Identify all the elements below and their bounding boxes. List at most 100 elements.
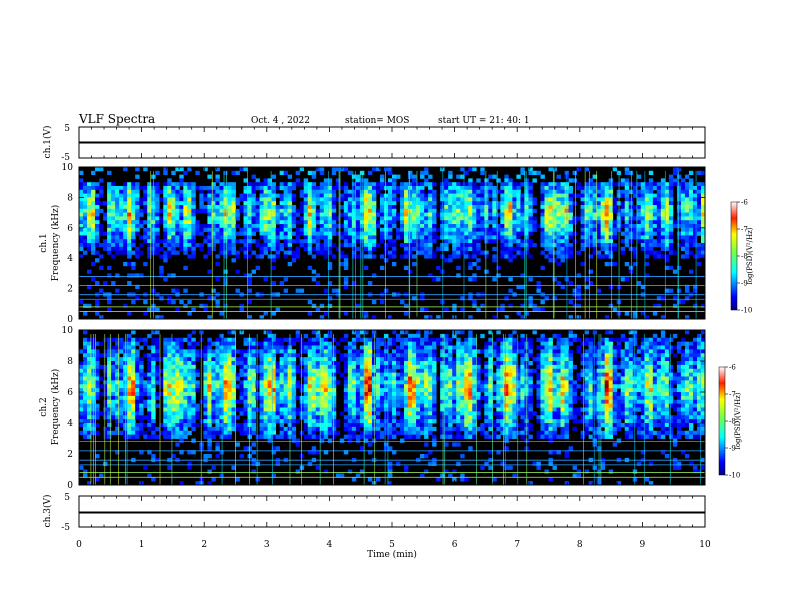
spectrogram-cell (295, 170, 301, 175)
spectrogram-cell (307, 426, 313, 432)
spectrogram-cell (311, 193, 317, 198)
spectrogram-cell (151, 403, 156, 408)
spectrogram-cell (664, 243, 670, 248)
spectrogram-cell (652, 201, 658, 206)
spectrogram-cell (680, 239, 686, 244)
spectrogram-cell (315, 235, 321, 240)
spectrogram-cell (219, 186, 224, 191)
spectrogram-cell (596, 254, 602, 259)
spectrogram-cell (279, 388, 285, 393)
ch1-voltage-ylabel: ch.1(V) (42, 126, 53, 159)
spectrogram-cell (279, 231, 285, 236)
spectrogram-cell (103, 426, 108, 432)
spectrogram-cell (211, 288, 216, 293)
spectrogram-cell (83, 353, 88, 358)
spectrogram-cell (343, 197, 349, 202)
spectrogram-cell (528, 170, 533, 175)
spectrogram-cell (608, 220, 614, 225)
spectrogram-cell (103, 384, 108, 389)
ch1-ytick-bottom: -5 (61, 153, 70, 163)
spectrogram-cell (167, 349, 172, 354)
spectrogram-cell (215, 399, 220, 405)
spectrogram-cell (371, 216, 377, 221)
spectrogram-cell (688, 170, 694, 175)
spectrogram-cell (199, 477, 204, 482)
spectrogram-cell (131, 189, 136, 194)
spectrogram-cell (448, 239, 453, 244)
spectrogram-cell (235, 442, 240, 447)
spectrogram-cell (371, 227, 377, 232)
spectrogram-cell (339, 205, 345, 210)
spectrogram-cell (147, 220, 152, 225)
spectrogram-cell (191, 372, 196, 377)
spectrogram-cell (504, 296, 509, 301)
spectrogram-cell (111, 189, 116, 194)
spectrogram-cell (456, 186, 461, 191)
spectrogram-cell (275, 419, 281, 424)
spectrogram-cell (219, 430, 224, 436)
spectrogram-cell (624, 239, 630, 244)
spectrogram-cell (263, 193, 268, 198)
spectrogram-cell (131, 364, 136, 370)
spectrogram-cell (207, 189, 212, 194)
spectrogram-cell (548, 208, 553, 213)
spectrogram-cell (424, 167, 429, 172)
spectrogram-cell (351, 254, 357, 259)
spectrogram-cell (215, 442, 220, 447)
spectrogram-cell (448, 186, 453, 191)
spectrogram-cell (87, 345, 92, 350)
spectrogram-cell (508, 220, 513, 225)
spectrogram-cell (576, 250, 581, 255)
spectrogram-cell (624, 186, 630, 191)
spectrogram-cell (187, 216, 192, 221)
spectrogram-cell (127, 182, 132, 187)
spectrogram-cell (115, 361, 120, 366)
spectrogram-cell (175, 337, 180, 343)
spectrogram-cell (596, 208, 602, 213)
spectrogram-cell (404, 220, 409, 225)
spectrogram-cell (215, 361, 220, 366)
spectrogram-cell (251, 201, 256, 206)
spectrogram-cell (528, 224, 533, 229)
spectrogram-cell (227, 395, 232, 401)
spectrogram-cell (263, 337, 268, 343)
spectrogram-cell (319, 205, 325, 210)
spectrogram-cell (215, 403, 220, 408)
spectrogram-cell (339, 473, 345, 478)
spectrogram-cell (468, 208, 473, 213)
spectrogram-cell (620, 216, 626, 221)
spectrogram-cell (588, 281, 594, 286)
spectrogram-cell (91, 205, 96, 210)
spectrogram-cell (367, 205, 373, 210)
spectrogram-cell (323, 197, 329, 202)
spectrogram-cell (215, 395, 220, 401)
spectrogram-cell (231, 220, 236, 225)
spectrogram-cell (672, 170, 678, 175)
spectrogram-cell (259, 212, 264, 217)
spectrogram-cell (131, 434, 136, 439)
spectrogram-cell (383, 258, 389, 263)
spectrogram-cell (199, 399, 204, 405)
spectrogram-cell (311, 407, 317, 412)
spectrogram-cell (195, 220, 200, 225)
spectrogram-cell (195, 349, 200, 354)
spectrogram-cell (95, 407, 100, 412)
spectrogram-cell (171, 212, 176, 217)
spectrogram-cell (219, 376, 224, 381)
spectrogram-cell (251, 392, 256, 397)
spectrogram-cell (363, 224, 369, 229)
spectrogram-cell (155, 224, 160, 229)
spectrogram-cell (624, 227, 630, 232)
spectrogram-cell (392, 208, 397, 213)
spectrogram-cell (239, 380, 244, 385)
spectrogram-cell (664, 186, 670, 191)
spectrogram-cell (223, 423, 228, 428)
spectrogram-cell (448, 189, 453, 194)
spectrogram-cell (552, 235, 557, 240)
spectrogram-cell (692, 254, 698, 259)
spectrogram-cell (512, 205, 517, 210)
spectrogram-cell (287, 186, 293, 191)
spectrogram-cell (219, 411, 224, 416)
spectrogram-cell (131, 227, 136, 232)
spectrogram-cell (187, 368, 192, 374)
